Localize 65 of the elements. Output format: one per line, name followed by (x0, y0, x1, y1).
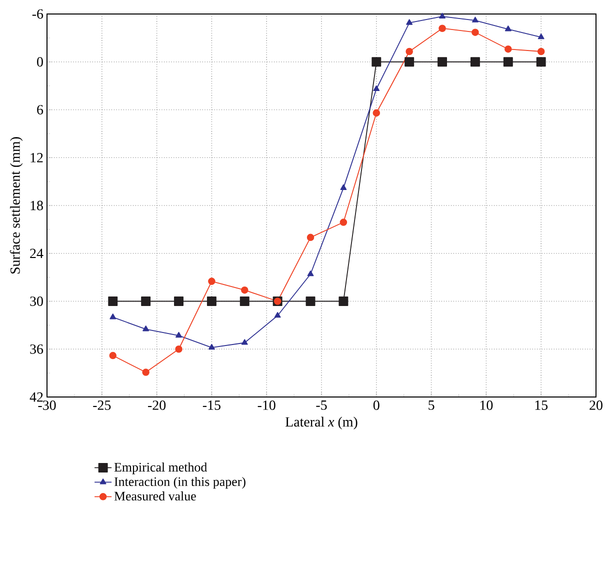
point (470, 57, 480, 67)
point (241, 286, 248, 294)
point (206, 296, 216, 306)
x-tick-label: -10 (258, 400, 276, 410)
x-tick-label: 20 (590, 400, 602, 410)
point (142, 326, 150, 332)
legend-label: Measured value (114, 491, 196, 501)
point (438, 24, 446, 32)
point (472, 16, 478, 22)
point (372, 57, 382, 67)
y-tick-label: -6 (32, 9, 44, 19)
x-tick-label: -5 (316, 400, 327, 410)
point (504, 26, 512, 32)
y-tick-label: 30 (30, 296, 43, 306)
point (208, 344, 215, 350)
point (142, 368, 150, 376)
point (536, 57, 546, 67)
point (404, 57, 414, 67)
legend-label: Empirical method (114, 462, 207, 474)
point (109, 352, 117, 360)
y-tick-label: 24 (30, 248, 44, 258)
y-tick-label: 18 (30, 200, 43, 210)
x-tick-label: 10 (480, 400, 493, 410)
point (338, 296, 348, 306)
y-tick-label: 36 (30, 344, 44, 354)
point (503, 57, 513, 67)
point (373, 85, 380, 92)
point (306, 234, 314, 242)
legend-label: Interaction (in this paper) (114, 476, 246, 489)
point (537, 48, 545, 56)
point (176, 332, 182, 338)
x-axis-title: Lateral x (m) (286, 416, 358, 430)
point (174, 296, 184, 306)
point (307, 270, 314, 276)
x-tick-label: -20 (148, 400, 166, 410)
point (108, 296, 118, 306)
point (241, 339, 248, 345)
y-tick-label: 42 (30, 392, 43, 402)
point (504, 45, 512, 53)
y-axis-title: Surface settlement (mm) (10, 137, 23, 274)
x-tick-label: 5 (428, 400, 434, 410)
y-tick-label: 6 (37, 105, 44, 114)
point (438, 57, 448, 67)
point (340, 218, 348, 226)
point (472, 28, 479, 36)
point (175, 345, 182, 353)
point (110, 314, 116, 320)
point (141, 296, 151, 306)
x-tick-label: -15 (202, 400, 220, 410)
point (439, 12, 446, 18)
point (538, 34, 544, 40)
y-tick-label: 12 (30, 153, 43, 162)
point (372, 109, 380, 117)
point (406, 48, 413, 56)
point (240, 296, 250, 306)
x-tick-label: 15 (535, 400, 548, 410)
y-tick-label: 0 (37, 57, 43, 67)
point (274, 312, 281, 318)
point (208, 278, 216, 285)
point (406, 19, 413, 25)
x-tick-label: -25 (93, 400, 111, 410)
x-tick-label: 0 (373, 400, 380, 410)
x-tick-label: -30 (38, 400, 56, 410)
point (306, 296, 316, 306)
point (340, 184, 347, 190)
